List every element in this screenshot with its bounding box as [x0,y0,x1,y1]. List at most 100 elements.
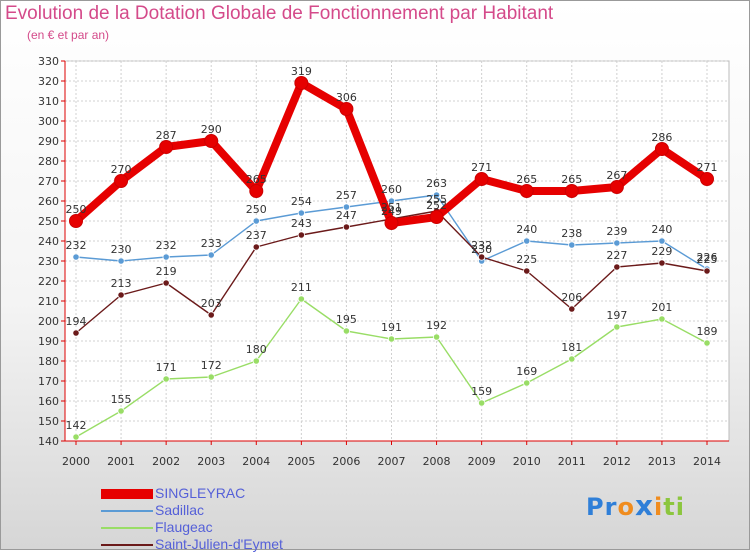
y-tick-label-160: 160 [38,395,59,408]
y-tick-label-320: 320 [38,75,59,88]
data-label-saint-julien-d-eymet-2009: 232 [471,239,492,252]
axis-layer: 140 150 160 170 180 190 200 210 220 230 240 250 260 2… [38,55,729,468]
data-point-sadillac-2013 [658,237,666,245]
data-label-singleyrac-2014: 271 [697,161,718,174]
legend-swatch-saint-julien-d-eymet [101,543,153,546]
y-tick-label-230: 230 [38,255,59,268]
x-tick-label-2009: 2009 [468,455,496,468]
logo-letter-1: r [604,493,618,521]
data-label-sadillac-2007: 260 [381,183,402,196]
data-label-saint-julien-d-eymet-2000: 194 [66,315,87,328]
data-label-flaugeac-2009: 159 [471,385,492,398]
y-tick-label-310: 310 [38,95,59,108]
data-point-flaugeac-2001 [117,407,125,415]
data-label-flaugeac-2007: 191 [381,321,402,334]
x-tick-label-2008: 2008 [423,455,451,468]
data-label-singleyrac-2009: 271 [471,161,492,174]
data-point-saint-julien-d-eymet-2001 [117,291,125,299]
series-flaugeac [72,295,711,441]
data-label-sadillac-2005: 254 [291,195,312,208]
legend-swatch-flaugeac [101,526,153,529]
data-label-saint-julien-d-eymet-2003: 203 [201,297,222,310]
logo-letter-3: x [634,489,654,522]
data-label-saint-julien-d-eymet-2014: 225 [697,253,718,266]
y-tick-label-260: 260 [38,195,59,208]
data-label-sadillac-2008: 263 [426,177,447,190]
y-tick-label-210: 210 [38,295,59,308]
data-point-singleyrac-2008 [429,210,444,224]
data-point-saint-julien-d-eymet-2014 [703,267,711,275]
x-tick-label-2014: 2014 [693,455,721,468]
plot-background [64,60,730,442]
x-tick-label-2002: 2002 [152,455,180,468]
data-label-flaugeac-2010: 169 [516,365,537,378]
data-label-flaugeac-2011: 181 [561,341,582,354]
data-point-singleyrac-2010 [519,184,534,198]
data-label-flaugeac-2013: 201 [651,301,672,314]
data-point-singleyrac-2014 [700,172,714,186]
data-point-sadillac-2005 [297,209,305,217]
chart-subtitle: (en € et par an) [27,28,110,42]
series-layer [69,76,714,441]
data-label-saint-julien-d-eymet-2005: 243 [291,217,312,230]
data-point-flaugeac-2003 [207,373,215,381]
y-tick-label-270: 270 [38,175,59,188]
data-point-flaugeac-2002 [162,375,170,383]
y-tick-label-250: 250 [38,215,59,228]
data-label-saint-julien-d-eymet-2002: 219 [156,265,177,278]
data-point-singleyrac-2009 [474,172,489,186]
data-label-singleyrac-2000: 250 [66,203,87,216]
data-label-singleyrac-2007: 249 [381,205,402,218]
data-point-flaugeac-2009 [478,399,486,407]
data-point-saint-julien-d-eymet-2004 [252,243,260,251]
data-label-sadillac-2006: 257 [336,189,357,202]
data-point-sadillac-2004 [252,217,260,225]
legend-swatch-sadillac [101,509,153,512]
data-label-singleyrac-2004: 265 [246,173,267,186]
data-label-flaugeac-2008: 192 [426,319,447,332]
data-point-singleyrac-2001 [114,174,129,188]
data-label-sadillac-2002: 232 [156,239,177,252]
data-label-sadillac-2011: 238 [561,227,582,240]
data-label-flaugeac-2014: 189 [697,325,718,338]
legend-swatch-singleyrac [101,488,153,499]
data-point-sadillac-2012 [613,239,621,247]
logo-letter-2: o [617,493,635,521]
data-label-singleyrac-2013: 286 [651,131,672,144]
x-tick-label-2001: 2001 [107,455,135,468]
y-tick-label-180: 180 [38,355,59,368]
legend-label-singleyrac: SINGLEYRAC [155,485,246,501]
data-label-saint-julien-d-eymet-2011: 206 [561,291,582,304]
data-point-flaugeac-2006 [342,327,351,335]
y-tick-label-170: 170 [38,375,59,388]
data-point-singleyrac-2006 [339,102,354,116]
data-point-sadillac-2002 [162,253,170,261]
logo-letter-6: i [675,493,685,521]
data-label-saint-julien-d-eymet-2007: 251 [381,201,402,214]
data-point-sadillac-2010 [523,237,531,245]
logo-letter-4: i [654,493,664,521]
data-label-singleyrac-2002: 287 [156,129,177,142]
data-point-sadillac-2008 [432,191,441,199]
data-label-flaugeac-2003: 172 [201,359,222,372]
data-point-sadillac-2001 [117,257,125,265]
data-label-saint-julien-d-eymet-2008: 255 [426,193,447,206]
data-label-saint-julien-d-eymet-2001: 213 [111,277,132,290]
data-label-sadillac-2003: 233 [201,237,222,250]
data-point-sadillac-2006 [342,203,351,211]
y-tick-label-330: 330 [38,55,59,68]
data-label-singleyrac-2003: 290 [201,123,222,136]
data-label-flaugeac-2004: 180 [246,343,267,356]
data-point-sadillac-2011 [568,241,576,249]
data-point-flaugeac-2011 [568,355,576,363]
series-singleyrac [69,76,714,230]
data-label-singleyrac-2011: 265 [561,173,582,186]
data-label-sadillac-2013: 240 [651,223,672,236]
data-label-singleyrac-2008: 252 [426,199,447,212]
y-tick-label-140: 140 [38,435,59,448]
data-label-saint-julien-d-eymet-2012: 227 [606,249,627,262]
data-point-singleyrac-2007 [384,216,399,230]
y-tick-label-290: 290 [38,135,59,148]
data-point-flaugeac-2004 [252,357,260,365]
data-point-saint-julien-d-eymet-2003 [207,311,215,319]
